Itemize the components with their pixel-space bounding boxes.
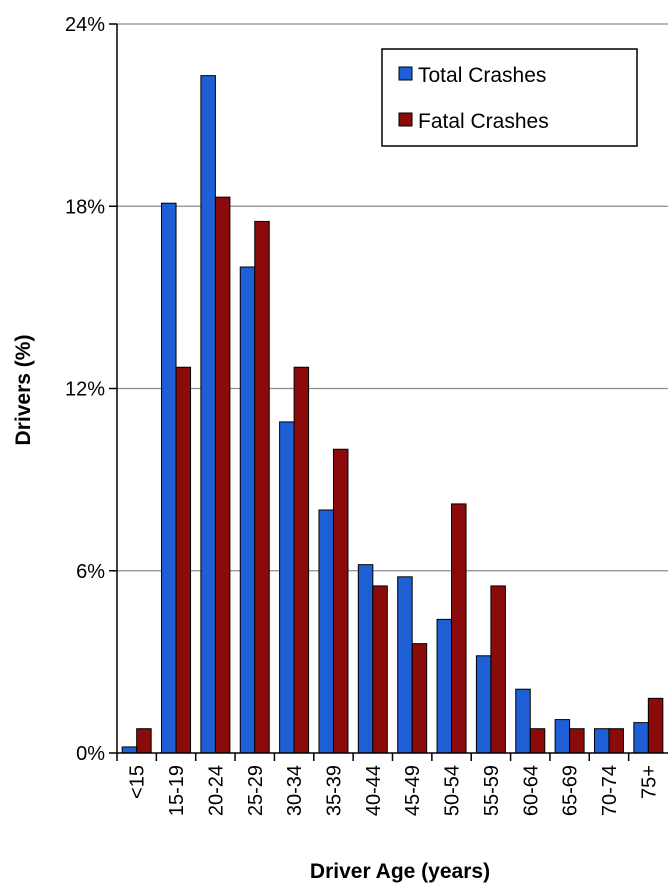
y-tick-labels: 0% 6% 12% 18% 24% <box>65 14 117 765</box>
x-axis-title: Driver Age (years) <box>310 860 490 883</box>
bar-total-crashes-40-44 <box>357 564 374 754</box>
bar-fatal-crashes-35-39 <box>332 448 349 754</box>
bar-fatal-crashes-15-19 <box>175 366 192 754</box>
bar-fatal-crashes-50-54 <box>451 503 467 754</box>
x-tick-label: <15 <box>127 765 149 799</box>
x-tick-label: 75+ <box>638 765 660 799</box>
y-tick-label: 0% <box>76 743 105 765</box>
x-tick-label: 50-54 <box>442 765 464 816</box>
legend-swatch-fatal-crashes <box>398 112 413 127</box>
bar-total-crashes-30-34 <box>279 421 295 754</box>
bar-total-crashes-20-24 <box>200 75 216 754</box>
bar-total-crashes-55-59 <box>475 655 492 754</box>
x-tick-label: 20-24 <box>205 765 227 816</box>
bar-fatal-crashes-75 <box>647 697 664 754</box>
y-axis-title: Drivers (%) <box>12 335 35 446</box>
bar-total-crashes-45-49 <box>397 576 413 754</box>
x-tick-labels: <15 15-19 20-24 25-29 30-34 35-39 40-44 45-49 50… <box>116 753 660 816</box>
legend-label-total-crashes: Total Crashes <box>418 64 546 87</box>
y-tick-label: 6% <box>76 561 105 583</box>
x-tick-label: 15-19 <box>166 765 188 816</box>
x-tick-label: 60-64 <box>520 765 542 816</box>
bar-total-crashes-25-29 <box>239 266 256 754</box>
bar-total-crashes-75 <box>633 722 649 754</box>
bar-total-crashes-35-39 <box>318 509 334 754</box>
legend-label-fatal-crashes: Fatal Crashes <box>418 110 549 133</box>
bar-fatal-crashes-15 <box>136 728 152 754</box>
x-tick-label: 70-74 <box>599 765 621 816</box>
bar-fatal-crashes-70-74 <box>608 728 624 754</box>
legend-swatch-total-crashes <box>398 66 413 81</box>
x-tick-label: 25-29 <box>245 765 267 816</box>
y-tick-label: 18% <box>65 196 105 218</box>
x-tick-label: 65-69 <box>560 765 582 816</box>
bar-fatal-crashes-55-59 <box>490 585 506 754</box>
y-tick-label: 24% <box>65 14 105 36</box>
bar-fatal-crashes-30-34 <box>293 366 310 754</box>
x-tick-label: 30-34 <box>284 765 306 816</box>
bar-total-crashes-50-54 <box>436 618 453 754</box>
bar-fatal-crashes-40-44 <box>372 585 388 754</box>
legend: Total Crashes Fatal Crashes <box>381 48 638 147</box>
x-tick-label: 55-59 <box>481 765 503 816</box>
x-tick-label: 45-49 <box>402 765 424 816</box>
bar-fatal-crashes-60-64 <box>529 728 546 754</box>
y-tick-label: 12% <box>65 379 105 401</box>
bar-total-crashes-65-69 <box>554 719 571 754</box>
x-tick-label: 40-44 <box>363 765 385 816</box>
bar-total-crashes-15-19 <box>161 202 177 754</box>
bar-fatal-crashes-20-24 <box>214 196 231 754</box>
bar-fatal-crashes-45-49 <box>411 643 428 754</box>
bar-total-crashes-60-64 <box>515 688 531 754</box>
bar-fatal-crashes-25-29 <box>254 220 270 754</box>
bar-total-crashes-15 <box>121 746 138 754</box>
legend-box <box>381 48 638 147</box>
bar-fatal-crashes-65-69 <box>569 728 585 754</box>
bar-total-crashes-70-74 <box>593 728 610 754</box>
x-tick-label: 35-39 <box>323 765 345 816</box>
bars <box>121 75 664 754</box>
